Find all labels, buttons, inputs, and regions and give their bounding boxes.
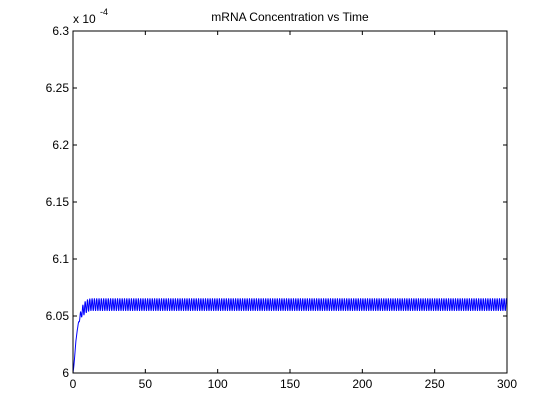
- x-axis-ticks: 0 50 100 150 200 250 300: [70, 31, 517, 391]
- x-tick-label: 150: [280, 377, 300, 391]
- x-tick-label: 300: [497, 377, 517, 391]
- y-exponent-prefix: x 10: [73, 12, 96, 26]
- x-tick-label: 200: [352, 377, 372, 391]
- y-tick-label: 6.1: [52, 252, 69, 266]
- y-axis-exponent: x 10 -4: [73, 7, 108, 26]
- series-line: [72, 298, 508, 374]
- x-tick-label: 0: [70, 377, 77, 391]
- y-tick-label: 6.3: [52, 24, 69, 38]
- axes-box: [72, 30, 508, 374]
- y-tick-label: 6.05: [46, 309, 70, 323]
- chart-title: mRNA Concentration vs Time: [211, 10, 369, 24]
- x-tick-label: 100: [208, 377, 228, 391]
- data-layer: [72, 298, 508, 374]
- y-exponent-power: -4: [100, 7, 108, 17]
- x-tick-label: 50: [139, 377, 153, 391]
- axes-layer: [72, 30, 508, 374]
- y-axis-ticks: 6 6.05 6.1 6.15 6.2 6.25 6.3: [46, 24, 507, 380]
- y-tick-label: 6.2: [52, 138, 69, 152]
- x-tick-label: 250: [425, 377, 445, 391]
- y-tick-label: 6.15: [46, 195, 70, 209]
- y-tick-label: 6: [62, 366, 69, 380]
- y-tick-label: 6.25: [46, 81, 70, 95]
